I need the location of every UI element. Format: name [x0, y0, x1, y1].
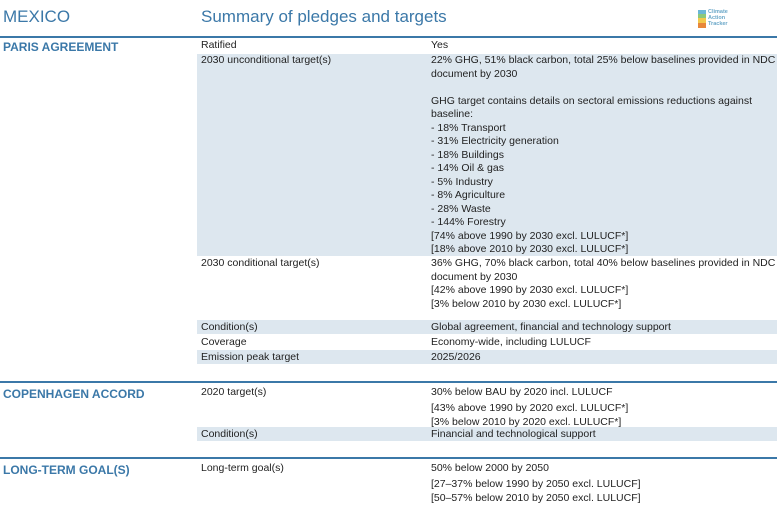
section-title-copenhagen: COPENHAGEN ACCORD — [3, 387, 145, 401]
row-value: Yes — [431, 39, 449, 51]
row-value: 22% GHG, 51% black carbon, total 25% bel… — [431, 54, 776, 255]
row-value: 50% below 2000 by 2050 [27–37% below 199… — [431, 462, 641, 504]
thermometer-icon — [698, 10, 706, 28]
climate-action-tracker-logo: Climate Action Tracker — [698, 7, 740, 31]
row-label: 2030 conditional target(s) — [201, 257, 320, 269]
row-label: Ratified — [201, 39, 237, 51]
row-value: Financial and technological support — [431, 428, 596, 440]
row-label: Condition(s) — [201, 428, 258, 440]
row-ratified: Ratified Yes — [0, 39, 777, 53]
row-label: 2020 target(s) — [201, 386, 267, 398]
section-divider — [0, 36, 777, 38]
row-label: Condition(s) — [201, 321, 258, 333]
row-value: Economy-wide, including LULUCF — [431, 336, 591, 348]
section-title-longterm: LONG-TERM GOAL(S) — [3, 463, 130, 477]
section-title-paris: PARIS AGREEMENT — [3, 40, 119, 54]
page-title: Summary of pledges and targets — [201, 7, 447, 26]
row-label: Emission peak target — [201, 351, 300, 363]
row-value: 2025/2026 — [431, 351, 481, 363]
row-shade — [197, 320, 777, 334]
section-divider — [0, 381, 777, 383]
section-divider — [0, 457, 777, 459]
row-value: 30% below BAU by 2020 incl. LULUCF [43% … — [431, 386, 629, 428]
country-name: MEXICO — [3, 7, 71, 26]
row-shade — [197, 350, 777, 364]
row-value: Global agreement, financial and technolo… — [431, 321, 671, 333]
page-header: MEXICO Summary of pledges and targets Cl… — [0, 0, 777, 35]
row-label: Long-term goal(s) — [201, 462, 284, 474]
row-shade — [197, 54, 777, 256]
row-label: 2030 unconditional target(s) — [201, 54, 332, 66]
row-shade — [197, 427, 777, 441]
row-value: 36% GHG, 70% black carbon, total 40% bel… — [431, 257, 776, 310]
logo-text: Climate Action Tracker — [708, 9, 728, 27]
row-label: Coverage — [201, 336, 247, 348]
